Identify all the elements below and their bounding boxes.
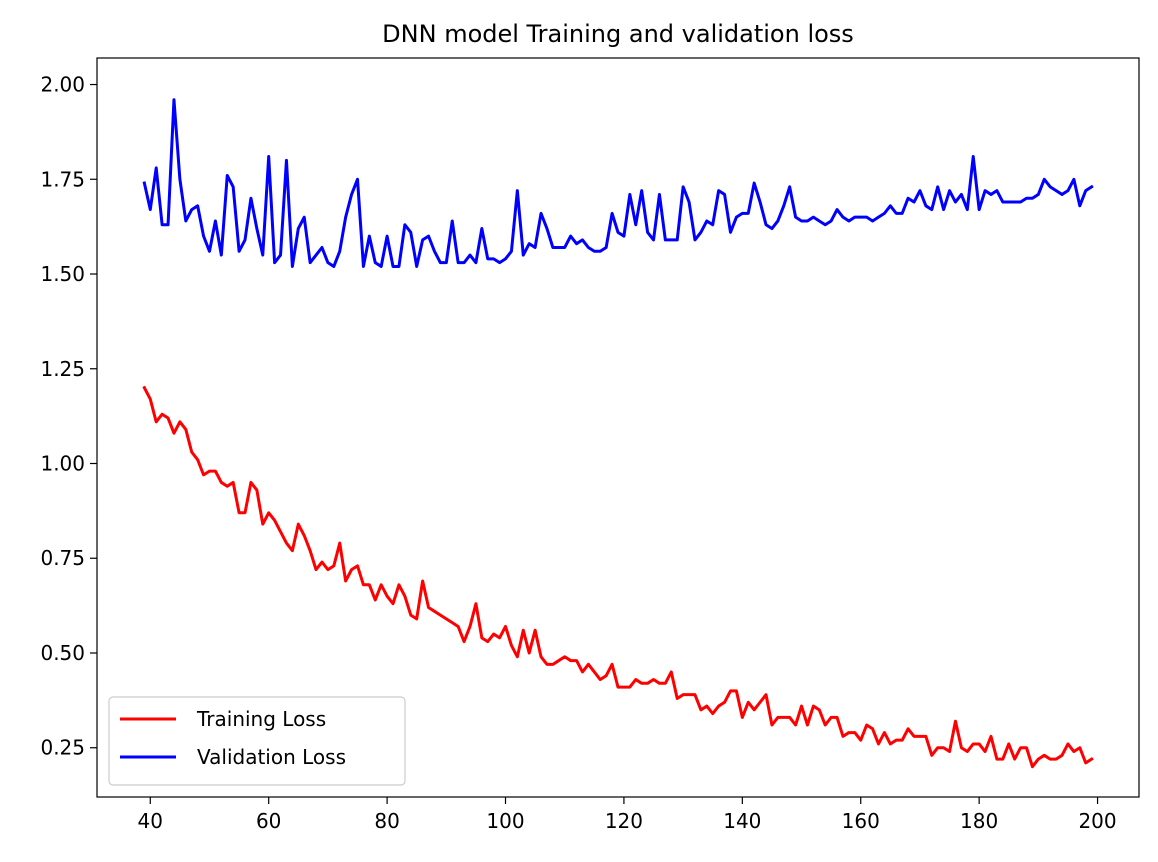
y-tick-label: 2.00 bbox=[40, 73, 85, 97]
y-tick-label: 0.50 bbox=[40, 641, 85, 665]
legend: Training Loss Validation Loss bbox=[108, 696, 406, 786]
x-tick-label: 100 bbox=[486, 809, 524, 833]
y-tick-label: 1.50 bbox=[40, 262, 85, 286]
series-lines bbox=[142, 98, 1094, 769]
x-tick-label: 140 bbox=[723, 809, 761, 833]
x-axis: 40 60 80 100 120 140 160 180 200 bbox=[138, 797, 1117, 833]
legend-label-validation-loss: Validation Loss bbox=[197, 745, 346, 769]
x-tick-label: 180 bbox=[960, 809, 998, 833]
chart-title: DNN model Training and validation loss bbox=[382, 20, 854, 48]
series-line-validation-loss bbox=[142, 98, 1094, 268]
y-axis: 0.25 0.50 0.75 1.00 1.25 1.50 1.75 2.00 bbox=[40, 73, 97, 760]
plot-frame bbox=[96, 57, 1140, 798]
legend-box bbox=[108, 696, 406, 786]
y-tick-label: 1.75 bbox=[40, 167, 85, 191]
y-tick-label: 1.00 bbox=[40, 452, 85, 476]
x-tick-label: 200 bbox=[1078, 809, 1116, 833]
y-tick-label: 0.25 bbox=[40, 736, 85, 760]
x-tick-label: 160 bbox=[842, 809, 880, 833]
x-tick-label: 80 bbox=[374, 809, 399, 833]
series-line-training-loss bbox=[142, 385, 1094, 769]
legend-label-training-loss: Training Loss bbox=[196, 707, 326, 731]
x-tick-label: 120 bbox=[605, 809, 643, 833]
y-tick-label: 1.25 bbox=[40, 357, 85, 381]
y-tick-label: 0.75 bbox=[40, 546, 85, 570]
x-tick-label: 40 bbox=[138, 809, 163, 833]
x-tick-label: 60 bbox=[256, 809, 281, 833]
